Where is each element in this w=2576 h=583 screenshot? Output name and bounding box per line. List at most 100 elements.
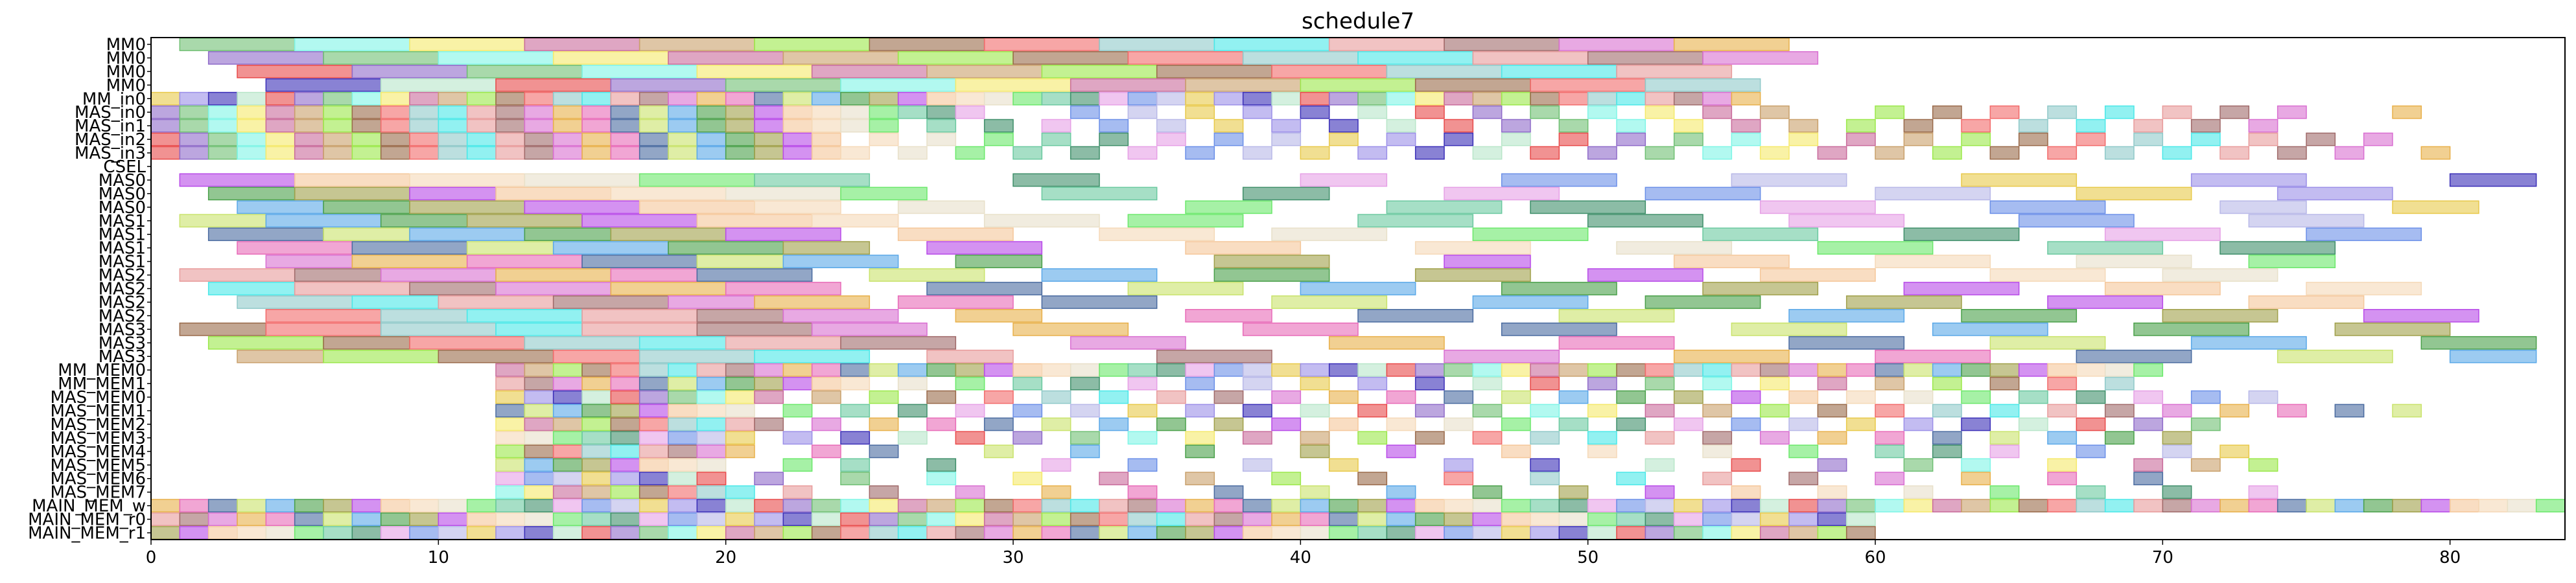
task-bar	[1645, 499, 1675, 513]
task-bar	[638, 472, 669, 486]
task-bar	[409, 38, 526, 51]
task-bar	[610, 512, 640, 526]
task-bar	[466, 526, 497, 540]
task-bar	[1271, 472, 1302, 486]
task-bar	[294, 499, 324, 513]
task-bar	[926, 105, 957, 119]
task-bar	[2219, 404, 2250, 418]
y-tick-label: MM0	[106, 49, 146, 68]
task-bar	[323, 200, 410, 214]
task-bar	[466, 499, 497, 513]
task-bar	[495, 105, 526, 119]
task-bar	[351, 512, 382, 526]
task-bar	[524, 227, 612, 242]
task-bar	[2449, 349, 2537, 363]
task-bar	[983, 499, 1014, 513]
task-bar	[1875, 404, 1905, 418]
task-bar	[552, 472, 583, 486]
chart-title: schedule7	[1302, 8, 1414, 34]
task-bar	[524, 472, 554, 486]
task-bar	[1558, 38, 1675, 51]
task-bar	[1185, 512, 1215, 526]
task-bar	[1013, 404, 1043, 418]
task-bar	[754, 499, 784, 513]
task-bar	[466, 132, 497, 146]
task-bar	[2306, 227, 2422, 242]
task-bar	[466, 146, 497, 160]
task-bar	[1645, 105, 1675, 119]
task-bar	[2104, 404, 2135, 418]
task-bar	[926, 499, 957, 513]
task-bar	[1702, 363, 1733, 377]
task-bar	[1300, 512, 1330, 526]
task-bar	[1616, 526, 1646, 540]
task-bar	[725, 187, 841, 201]
task-bar	[782, 105, 813, 119]
task-bar	[696, 458, 727, 472]
task-bar	[1127, 105, 1158, 119]
task-bar	[1099, 472, 1129, 486]
task-bar	[380, 268, 497, 282]
task-bar	[926, 132, 957, 146]
task-bar	[811, 105, 841, 119]
task-bar	[2104, 499, 2135, 513]
y-tick-label: MM0	[106, 62, 146, 82]
task-bar	[668, 444, 698, 459]
task-bar	[1530, 363, 1560, 377]
y-tick-label: MAS2	[99, 266, 146, 286]
task-bar	[581, 390, 612, 404]
task-bar	[1013, 363, 1043, 377]
task-bar	[2162, 268, 2278, 282]
task-bar	[1185, 200, 1272, 214]
task-bar	[2018, 132, 2048, 146]
task-bar	[1845, 119, 1876, 133]
task-bar	[265, 499, 296, 513]
task-bar	[696, 255, 784, 268]
task-bar	[1127, 431, 1158, 445]
task-bar	[926, 241, 1043, 255]
y-tick-label: MAS_MEM5	[50, 456, 146, 475]
task-bar	[1185, 526, 1215, 540]
task-bar	[1961, 390, 1991, 404]
task-bar	[438, 295, 554, 309]
task-bar	[1357, 146, 1388, 160]
task-bar	[1558, 499, 1589, 513]
task-bar	[610, 417, 640, 431]
task-bar	[754, 91, 784, 106]
task-bar	[1875, 499, 1905, 513]
task-bar	[179, 119, 209, 133]
y-tick-label: MAS_MEM0	[50, 388, 146, 407]
task-bar	[1213, 363, 1244, 377]
task-bar	[1070, 376, 1100, 391]
x-tick-label: 40	[1290, 548, 1311, 567]
task-bar	[237, 64, 353, 78]
task-bar	[696, 526, 727, 540]
task-bar	[725, 227, 841, 242]
task-bar	[524, 499, 554, 513]
task-bar	[811, 64, 928, 78]
task-bar	[696, 146, 727, 160]
task-bar	[1616, 417, 1646, 431]
task-bar	[1961, 499, 1991, 513]
task-bar	[1213, 499, 1244, 513]
task-bar	[2104, 431, 2135, 445]
task-bar	[1645, 376, 1675, 391]
y-tick-label: MAS2	[99, 293, 146, 312]
task-bar	[466, 512, 497, 526]
task-bar	[581, 146, 612, 160]
task-bar	[955, 485, 985, 499]
task-bar	[581, 105, 612, 119]
task-bar	[237, 146, 267, 160]
task-bar	[610, 444, 640, 459]
y-tick-label: MAS3	[99, 334, 146, 353]
task-bar	[668, 295, 755, 309]
task-bar	[840, 105, 871, 119]
task-bar	[1501, 322, 1617, 336]
task-bar	[495, 78, 612, 92]
task-bar	[1070, 336, 1186, 350]
task-bar	[1989, 146, 2020, 160]
task-bar	[1156, 512, 1186, 526]
task-bar	[495, 119, 526, 133]
task-bar	[1875, 105, 1905, 119]
task-bar	[1932, 444, 1962, 459]
